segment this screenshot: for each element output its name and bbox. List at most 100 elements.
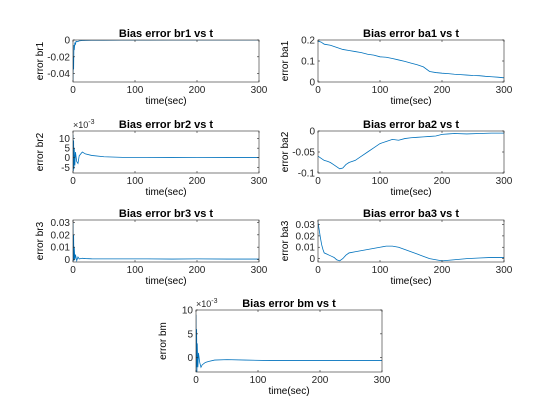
y-tick-label: 0.1 (301, 57, 315, 68)
plot-area (318, 40, 504, 82)
y-axis-label: error br2 (35, 132, 46, 171)
subplot-title: Bias error bm vs t (242, 298, 336, 310)
y-tick-label: 0 (64, 153, 70, 164)
y-tick-label: 5 (187, 329, 193, 340)
plot-area (73, 131, 259, 173)
x-axis-label: time(sec) (268, 386, 309, 397)
x-tick-label: 200 (312, 375, 329, 386)
plot-area (318, 131, 504, 173)
x-tick-label: 300 (251, 265, 268, 276)
exponent-power: -3 (88, 119, 94, 126)
series-line (73, 134, 259, 172)
y-tick-label: 10 (59, 134, 71, 145)
plot-area (73, 220, 259, 262)
y-tick-label: -0.1 (298, 169, 316, 180)
x-tick-label: 300 (251, 176, 268, 187)
exponent-power: -3 (211, 298, 217, 305)
x-tick-label: 200 (189, 265, 206, 276)
y-tick-label: 0.2 (301, 36, 315, 47)
x-axis-label: time(sec) (390, 276, 431, 287)
exponent-base: ×10 (73, 120, 88, 130)
y-tick-label: -0.05 (292, 148, 315, 159)
y-tick-label: 0 (309, 78, 315, 89)
axes-box (195, 309, 383, 373)
y-tick-label: -0.02 (47, 52, 70, 63)
subplot-title: Bias error ba3 vs t (363, 208, 459, 220)
series-line (318, 132, 504, 170)
x-tick-label: 100 (372, 265, 389, 276)
x-tick-label: 0 (315, 265, 321, 276)
y-tick-label: 0 (309, 254, 315, 265)
plot-area (196, 310, 382, 372)
x-tick-label: 200 (434, 265, 451, 276)
x-axis-label: time(sec) (145, 187, 186, 198)
y-axis-label: error ba2 (280, 131, 291, 172)
x-tick-label: 100 (372, 176, 389, 187)
y-tick-label: 0.03 (296, 220, 316, 231)
x-tick-label: 100 (127, 265, 144, 276)
subplot-title: Bias error ba1 vs t (363, 28, 459, 40)
x-tick-label: 300 (374, 375, 391, 386)
y-axis-label: error ba3 (280, 220, 291, 261)
x-tick-label: 100 (372, 85, 389, 96)
x-tick-label: 300 (496, 265, 513, 276)
y-tick-label: -0.04 (47, 69, 70, 80)
y-axis-label: error br3 (35, 221, 46, 260)
axes-box (72, 130, 260, 174)
series-line (73, 222, 259, 262)
axes-box (72, 219, 260, 263)
y-tick-label: 0.01 (51, 243, 71, 254)
exponent-base: ×10 (196, 299, 211, 309)
y-axis-label: error bm (158, 322, 169, 360)
subplot-1: 0 100 200 300 0 -0.02 -0.04 Bias error br1 vs t… (35, 28, 268, 107)
y-tick-label: 10 (182, 306, 194, 317)
y-tick-label: 5 (64, 144, 70, 155)
x-axis-label: time(sec) (145, 96, 186, 107)
y-tick-label: 0.02 (296, 231, 316, 242)
x-tick-label: 200 (434, 85, 451, 96)
y-tick-label: 0.03 (51, 218, 71, 229)
x-tick-label: 0 (70, 176, 76, 187)
y-axis-label: error br1 (35, 41, 46, 80)
axes-box (72, 39, 260, 83)
y-tick-label: 0 (64, 36, 70, 47)
subplot-7: 0 100 200 300 10 5 0 ×10-3 Bias error bm vs t tim… (158, 298, 391, 397)
x-tick-label: 100 (250, 375, 267, 386)
y-exponent-label: ×10-3 (73, 119, 95, 130)
subplot-2: 0 100 200 300 0 0.1 0.2 Bias error ba1 vs t time… (280, 28, 513, 107)
y-exponent-label: ×10-3 (196, 298, 218, 309)
x-tick-label: 300 (496, 85, 513, 96)
x-tick-label: 200 (189, 85, 206, 96)
plot-area (73, 40, 259, 82)
axes-box (317, 219, 505, 263)
x-tick-label: 300 (251, 85, 268, 96)
subplot-title: Bias error ba2 vs t (363, 119, 459, 131)
x-tick-label: 200 (189, 176, 206, 187)
x-axis-label: time(sec) (390, 187, 431, 198)
y-tick-label: 0.01 (296, 243, 316, 254)
x-tick-label: 0 (193, 375, 199, 386)
subplot-title: Bias error br2 vs t (119, 119, 213, 131)
x-tick-label: 200 (434, 176, 451, 187)
x-tick-label: 0 (70, 265, 76, 276)
y-axis-label: error ba1 (280, 40, 291, 81)
subplot-4: 0 100 200 300 0 -0.05 -0.1 Bias error ba2 vs t t… (280, 119, 513, 198)
series-line (318, 222, 504, 262)
x-tick-label: 300 (496, 176, 513, 187)
subplot-title: Bias error br3 vs t (119, 208, 213, 220)
series-line (318, 40, 504, 79)
plot-area (318, 220, 504, 262)
y-tick-label: 0.02 (51, 230, 71, 241)
x-tick-label: 100 (127, 85, 144, 96)
y-tick-label: 0 (187, 353, 193, 364)
y-tick-label: 0 (64, 255, 70, 266)
y-tick-label: -5 (61, 163, 70, 174)
x-tick-label: 0 (315, 176, 321, 187)
series-line (196, 314, 382, 372)
x-axis-label: time(sec) (390, 96, 431, 107)
y-tick-label: 0 (309, 127, 315, 138)
